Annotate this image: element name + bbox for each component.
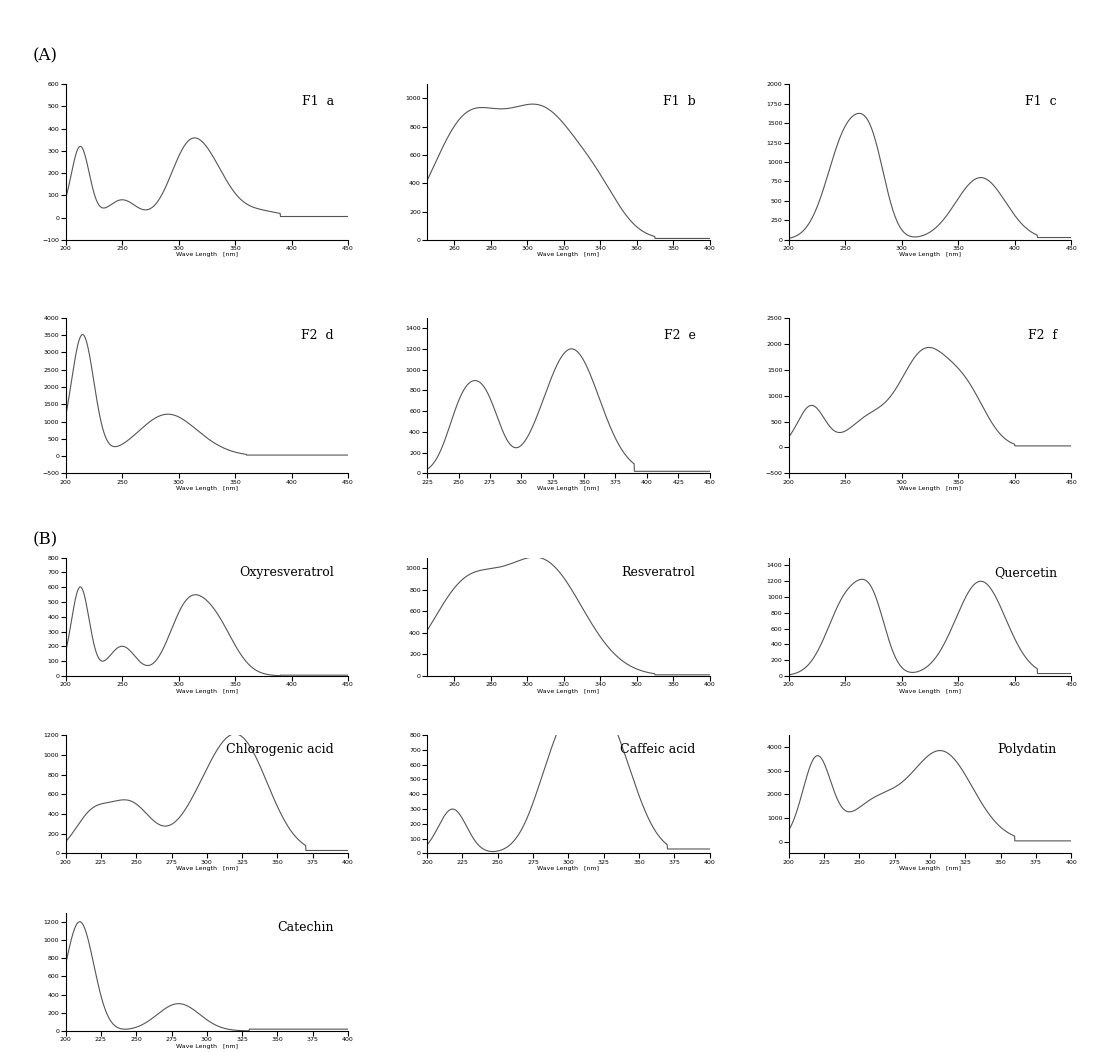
Text: (B): (B): [33, 531, 58, 548]
Text: Oxyresveratrol: Oxyresveratrol: [239, 566, 334, 579]
X-axis label: Wave Length   [nm]: Wave Length [nm]: [538, 866, 599, 871]
Text: F1  a: F1 a: [302, 95, 334, 108]
X-axis label: Wave Length   [nm]: Wave Length [nm]: [898, 866, 961, 871]
Text: F2  e: F2 e: [663, 328, 695, 342]
Text: F1  b: F1 b: [662, 95, 695, 108]
Text: F2  d: F2 d: [302, 328, 334, 342]
X-axis label: Wave Length   [nm]: Wave Length [nm]: [538, 252, 599, 258]
X-axis label: Wave Length   [nm]: Wave Length [nm]: [176, 866, 238, 871]
Text: Chlorogenic acid: Chlorogenic acid: [226, 744, 334, 756]
X-axis label: Wave Length   [nm]: Wave Length [nm]: [898, 689, 961, 693]
X-axis label: Wave Length   [nm]: Wave Length [nm]: [538, 689, 599, 693]
Text: Caffeic acid: Caffeic acid: [620, 744, 695, 756]
X-axis label: Wave Length   [nm]: Wave Length [nm]: [898, 252, 961, 258]
X-axis label: Wave Length   [nm]: Wave Length [nm]: [176, 689, 238, 693]
X-axis label: Wave Length   [nm]: Wave Length [nm]: [538, 486, 599, 491]
X-axis label: Wave Length   [nm]: Wave Length [nm]: [176, 486, 238, 491]
Text: (A): (A): [33, 47, 58, 64]
Text: F2  f: F2 f: [1027, 328, 1057, 342]
X-axis label: Wave Length   [nm]: Wave Length [nm]: [176, 252, 238, 258]
X-axis label: Wave Length   [nm]: Wave Length [nm]: [898, 486, 961, 491]
Text: F1  c: F1 c: [1025, 95, 1057, 108]
Text: Polydatin: Polydatin: [998, 744, 1057, 756]
Text: Catechin: Catechin: [278, 920, 334, 934]
X-axis label: Wave Length   [nm]: Wave Length [nm]: [176, 1044, 238, 1049]
Text: Resveratrol: Resveratrol: [622, 566, 695, 579]
Text: Quercetin: Quercetin: [994, 566, 1057, 579]
